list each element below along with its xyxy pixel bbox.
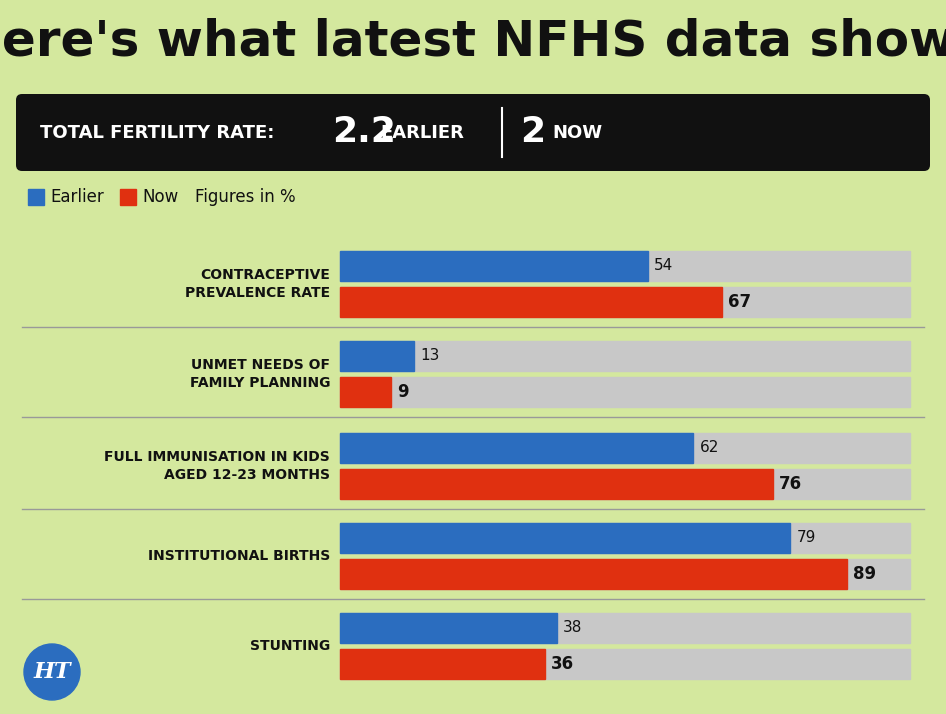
- Text: FULL IMMUNISATION IN KIDS
AGED 12-23 MONTHS: FULL IMMUNISATION IN KIDS AGED 12-23 MON…: [104, 450, 330, 482]
- Text: 2: 2: [520, 116, 545, 149]
- Text: 76: 76: [780, 475, 802, 493]
- Text: HT: HT: [33, 661, 71, 683]
- Bar: [340, 251, 910, 281]
- Text: 54: 54: [654, 258, 673, 273]
- Text: 62: 62: [699, 441, 719, 456]
- Bar: [340, 433, 910, 463]
- Bar: [340, 341, 414, 371]
- Circle shape: [24, 644, 80, 700]
- Bar: [340, 287, 910, 317]
- Bar: [340, 469, 773, 499]
- Bar: [340, 613, 910, 643]
- Bar: [340, 649, 910, 679]
- Bar: [340, 559, 848, 589]
- Text: EARLIER: EARLIER: [380, 124, 464, 141]
- Text: 38: 38: [563, 620, 582, 635]
- Text: TOTAL FERTILITY RATE:: TOTAL FERTILITY RATE:: [40, 124, 274, 141]
- Text: 36: 36: [552, 655, 574, 673]
- Text: CONTRACEPTIVE
PREVALENCE RATE: CONTRACEPTIVE PREVALENCE RATE: [184, 268, 330, 300]
- Text: 9: 9: [397, 383, 409, 401]
- Text: INSTITUTIONAL BIRTHS: INSTITUTIONAL BIRTHS: [148, 549, 330, 563]
- Text: Now: Now: [142, 188, 178, 206]
- FancyBboxPatch shape: [16, 94, 930, 171]
- Bar: [340, 433, 693, 463]
- Bar: [340, 251, 648, 281]
- Text: 67: 67: [727, 293, 751, 311]
- Text: UNMET NEEDS OF
FAMILY PLANNING: UNMET NEEDS OF FAMILY PLANNING: [189, 358, 330, 390]
- Text: Earlier: Earlier: [50, 188, 104, 206]
- Bar: [120, 189, 136, 205]
- Bar: [28, 189, 44, 205]
- Text: 2.2: 2.2: [332, 116, 395, 149]
- Bar: [340, 341, 910, 371]
- Bar: [340, 287, 722, 317]
- Text: NOW: NOW: [552, 124, 602, 141]
- Bar: [340, 377, 910, 407]
- Bar: [340, 523, 910, 553]
- Text: 89: 89: [853, 565, 876, 583]
- Bar: [340, 649, 545, 679]
- Text: Here's what latest NFHS data shows: Here's what latest NFHS data shows: [0, 18, 946, 66]
- Text: 79: 79: [797, 531, 815, 545]
- Text: STUNTING: STUNTING: [250, 639, 330, 653]
- Text: 13: 13: [420, 348, 440, 363]
- Bar: [340, 559, 910, 589]
- Bar: [340, 523, 790, 553]
- Text: Figures in %: Figures in %: [195, 188, 295, 206]
- Bar: [340, 613, 556, 643]
- Bar: [340, 377, 392, 407]
- Bar: [340, 469, 910, 499]
